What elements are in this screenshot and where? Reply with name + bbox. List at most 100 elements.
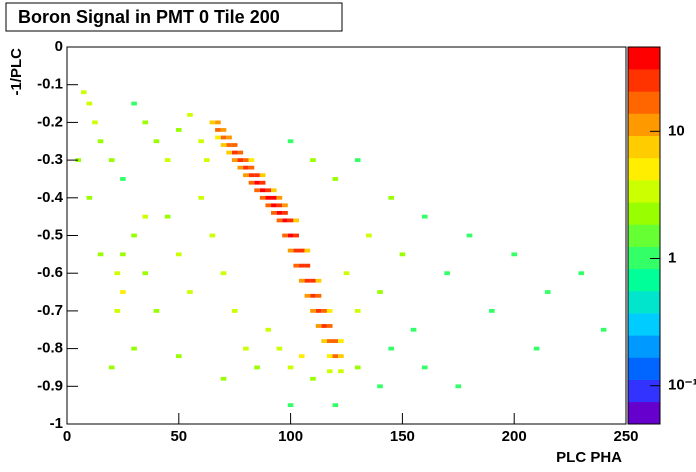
heat-cell: [276, 203, 283, 208]
heat-cell: [198, 139, 204, 144]
heat-cell: [276, 210, 283, 215]
heat-cell: [354, 309, 361, 313]
color-bar-segment: [628, 335, 660, 358]
heat-cell: [544, 290, 551, 294]
y-axis-label: -1/PLC: [8, 48, 25, 96]
heat-cell: [120, 252, 126, 257]
heat-cell: [421, 214, 428, 219]
heat-cell: [108, 158, 115, 162]
heat-cell: [600, 327, 607, 332]
color-bar-segment: [628, 47, 660, 70]
heat-cell: [338, 369, 344, 374]
heat-cell: [131, 346, 137, 351]
heat-cell: [92, 120, 98, 125]
heat-cell: [226, 143, 232, 147]
heat-cell: [326, 369, 333, 374]
heat-cell: [164, 214, 171, 219]
heat-cell: [326, 324, 333, 328]
y-tick-label: -0.8: [37, 340, 63, 357]
heat-cell: [326, 354, 333, 359]
heat-cell: [254, 173, 260, 178]
title-box: [5, 2, 343, 32]
heat-cell: [243, 173, 249, 178]
heat-cell: [466, 233, 473, 238]
heat-cell: [304, 248, 311, 253]
heat-cell: [315, 278, 322, 283]
heat-cell: [338, 354, 344, 359]
heat-cell: [310, 376, 316, 381]
heat-cell: [377, 384, 383, 389]
heat-cell: [114, 309, 121, 313]
heat-cell: [388, 346, 395, 351]
x-tick-label: 250: [613, 428, 638, 445]
color-bar-segment: [628, 224, 660, 247]
heat-cell: [271, 195, 277, 200]
z-tick-label: 10⁻¹: [668, 377, 696, 394]
heat-cell: [377, 290, 383, 294]
heat-cell: [254, 180, 260, 185]
heat-cell: [304, 263, 311, 268]
heat-cell: [142, 214, 149, 219]
heat-cell: [310, 158, 316, 162]
heat-cell: [215, 120, 221, 125]
heat-cell: [287, 218, 294, 223]
heat-cell: [388, 195, 395, 200]
x-axis-label: PLC PHA: [556, 449, 622, 466]
heat-cell: [293, 248, 299, 253]
heat-cell: [298, 263, 305, 268]
color-bar-segment: [628, 290, 660, 314]
heat-cell: [231, 158, 238, 162]
heat-cell: [304, 278, 311, 283]
heat-cell: [248, 158, 255, 162]
y-tick-label: -0.1: [37, 76, 63, 93]
heat-cell: [231, 150, 238, 155]
heat-cell: [248, 173, 255, 178]
heat-cell: [259, 188, 266, 193]
heat-cell: [489, 309, 495, 313]
heat-cell: [282, 210, 288, 215]
heat-cell: [243, 346, 249, 351]
heat-cell: [354, 158, 361, 162]
heat-cell: [259, 195, 266, 200]
heat-cell: [298, 278, 305, 283]
heat-cell: [310, 293, 316, 298]
heat-cell: [97, 139, 104, 144]
heat-cell: [271, 188, 277, 193]
color-bar-segment: [628, 401, 660, 425]
heat-cell: [354, 365, 361, 370]
heat-cell: [338, 339, 344, 343]
heat-cell: [282, 233, 288, 238]
heat-cell: [220, 128, 227, 132]
heat-cell: [271, 203, 277, 208]
y-tick-label: -1: [50, 415, 63, 432]
y-tick-label: -0.4: [37, 189, 64, 206]
heat-cell: [220, 143, 227, 147]
heat-cell: [215, 128, 221, 132]
heat-cell: [259, 173, 266, 178]
heat-cell: [332, 339, 339, 343]
heat-cell: [315, 309, 322, 313]
heat-cell: [265, 327, 272, 332]
heat-cell: [332, 354, 339, 359]
heat-cell: [80, 90, 87, 95]
heat-cell: [444, 271, 450, 276]
color-bar-segment: [628, 379, 660, 403]
y-tick-label: -0.9: [37, 377, 63, 394]
heat-cell: [332, 177, 339, 181]
color-bar-frame: [627, 46, 661, 425]
z-tick-label: 10: [668, 122, 685, 139]
heat-cell: [86, 195, 93, 200]
heat-cell: [276, 195, 283, 200]
heat-cell: [282, 218, 288, 223]
color-bar-segment: [628, 69, 660, 92]
heat-cell: [265, 195, 272, 200]
heat-cell: [248, 180, 255, 185]
color-bar-segment: [628, 157, 660, 181]
color-bar-segment: [628, 268, 660, 292]
heat-cell: [332, 403, 339, 408]
heat-cell: [120, 290, 126, 294]
heat-cell: [114, 271, 121, 276]
heat-cell: [209, 233, 216, 238]
